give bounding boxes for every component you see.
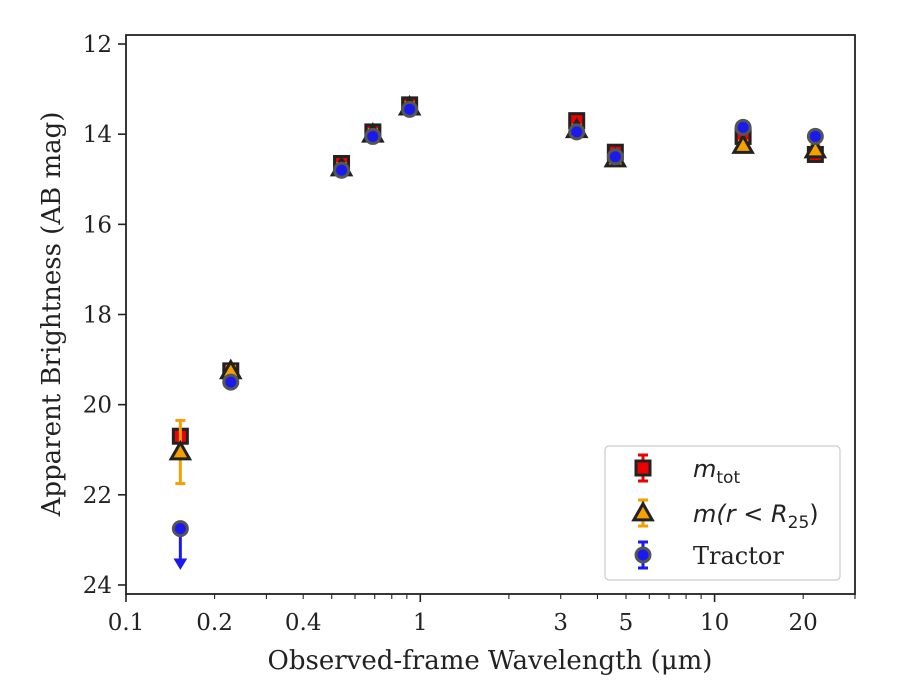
circle-marker <box>364 127 382 145</box>
x-tick-label: 1 <box>413 610 428 636</box>
upper-limit-arrow <box>173 558 188 570</box>
legend: mtot m(r < R25) Tractor <box>604 445 841 581</box>
x-axis-title: Observed-frame Wavelength (μm) <box>268 646 713 676</box>
y-tick-label: 24 <box>83 573 112 599</box>
y-tick-label: 14 <box>83 122 112 148</box>
y-axis-title: Apparent Brightness (AB mag) <box>37 112 67 518</box>
legend-label-main: m <box>693 455 716 483</box>
legend-label: m(r < R25) <box>693 500 819 533</box>
legend-label-tail: ) <box>809 500 818 528</box>
series-circle-points <box>171 100 824 570</box>
y-tick-label: 12 <box>83 32 112 58</box>
legend-label: mtot <box>693 455 740 488</box>
x-tick-label: 0.4 <box>285 610 322 636</box>
x-tick-label: 0.2 <box>196 610 233 636</box>
legend-label-subscript: tot <box>716 468 740 488</box>
triangle-marker <box>731 133 755 154</box>
circle-marker <box>634 546 652 564</box>
square-marker <box>634 459 652 477</box>
circle-marker <box>806 127 824 145</box>
triangle-marker <box>631 500 655 522</box>
axis-ticks: 0.1 0.2 0.4 1 3 5 10 20 12 14 16 18 20 22 24 <box>83 32 856 636</box>
circle-marker <box>401 100 419 118</box>
legend-box <box>604 445 841 581</box>
x-tick-label: 20 <box>789 610 818 636</box>
circle-marker <box>333 161 351 179</box>
triangle-marker <box>803 137 828 159</box>
x-tick-label: 3 <box>553 610 568 636</box>
y-tick-label: 20 <box>83 393 112 419</box>
y-tick-label: 16 <box>83 212 112 238</box>
circle-marker <box>171 520 189 538</box>
y-tick-label: 22 <box>83 483 112 509</box>
y-tick-label: 18 <box>83 303 112 329</box>
legend-label: Tractor <box>693 542 784 570</box>
legend-label-subscript: 25 <box>788 513 810 533</box>
circle-marker <box>734 118 752 136</box>
x-tick-label: 0.1 <box>108 610 145 636</box>
x-tick-label: 5 <box>619 610 634 636</box>
data-points <box>168 94 828 570</box>
circle-marker <box>568 123 586 141</box>
circle-marker <box>606 148 624 166</box>
x-tick-label: 10 <box>700 610 729 636</box>
triangle-marker <box>168 439 193 461</box>
legend-label-main: m(r < R <box>693 500 788 528</box>
circle-marker <box>222 373 240 391</box>
legend-label-main: Tractor <box>693 542 784 570</box>
plot-frame <box>125 34 856 595</box>
